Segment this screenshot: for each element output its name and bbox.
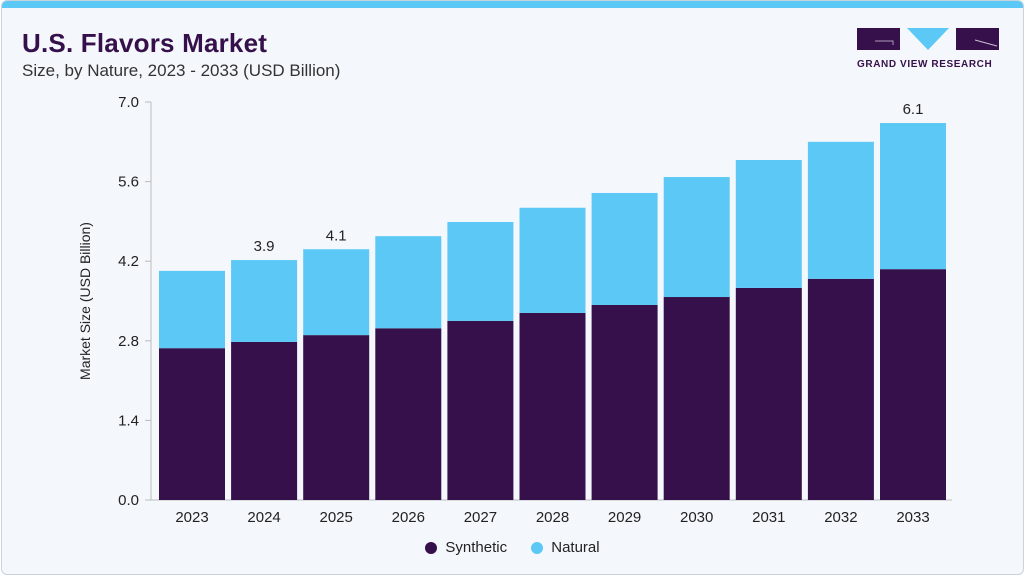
chart-title: U.S. Flavors Market (22, 28, 268, 58)
bar-natural-2024 (231, 260, 298, 342)
bar-natural-2026 (375, 236, 442, 329)
bar-natural-2029 (591, 192, 658, 305)
x-tick-label: 2029 (608, 509, 641, 526)
bar-synthetic-2031 (735, 287, 802, 500)
bar-natural-2023 (159, 270, 225, 349)
x-tick-label: 2023 (175, 509, 208, 526)
y-tick-label: 5.6 (118, 174, 139, 191)
x-tick-label: 2033 (896, 509, 929, 526)
y-tick-label: 2.8 (118, 333, 139, 350)
chart-subtitle: Size, by Nature, 2023 - 2033 (USD Billio… (22, 61, 341, 80)
y-tick-label: 4.2 (118, 253, 139, 270)
bar-synthetic-2029 (591, 304, 658, 500)
bar-synthetic-2030 (663, 297, 730, 500)
y-tick-label: 1.4 (118, 412, 139, 429)
bar-natural-2032 (807, 141, 874, 279)
bar-synthetic-2027 (447, 320, 514, 500)
bar-synthetic-2033 (880, 269, 946, 500)
bar-natural-2031 (735, 159, 802, 288)
x-tick-label: 2030 (680, 509, 713, 526)
x-tick-label: 2026 (392, 509, 425, 526)
x-tick-label: 2025 (320, 509, 353, 526)
data-label-2025: 4.1 (326, 227, 347, 244)
legend-swatch-natural (531, 541, 544, 554)
bar-natural-2027 (447, 221, 514, 321)
bar-synthetic-2028 (519, 312, 586, 500)
top-accent-stripe (2, 1, 1023, 8)
y-tick-label: 0.0 (118, 492, 139, 509)
legend-label: Natural (551, 539, 600, 556)
legend-item-natural: Natural (531, 539, 600, 556)
legend: Synthetic Natural (2, 539, 1023, 558)
bar-natural-2028 (519, 207, 586, 313)
grand-view-research-logo (857, 28, 999, 50)
x-tick-label: 2032 (824, 509, 857, 526)
x-tick-label: 2024 (247, 509, 280, 526)
x-tick-label: 2028 (536, 509, 569, 526)
bar-natural-2025 (303, 249, 370, 336)
bar-synthetic-2023 (159, 348, 225, 500)
data-label-2033: 6.1 (903, 101, 924, 118)
bar-synthetic-2032 (807, 278, 874, 500)
bar-synthetic-2026 (375, 328, 442, 500)
bar-natural-2033 (880, 123, 946, 270)
legend-label: Synthetic (445, 539, 508, 556)
logo-text: GRAND VIEW RESEARCH (857, 59, 993, 70)
bar-synthetic-2024 (231, 341, 298, 500)
data-label-2024: 3.9 (254, 238, 275, 255)
x-tick-label: 2031 (752, 509, 785, 526)
legend-swatch-synthetic (425, 541, 438, 554)
x-tick-label: 2027 (464, 509, 497, 526)
bar-synthetic-2025 (303, 335, 370, 500)
legend-item-synthetic: Synthetic (425, 539, 507, 556)
y-tick-label: 7.0 (118, 94, 139, 111)
y-axis-label: Market Size (USD Billion) (77, 222, 93, 380)
bar-natural-2030 (663, 177, 730, 298)
